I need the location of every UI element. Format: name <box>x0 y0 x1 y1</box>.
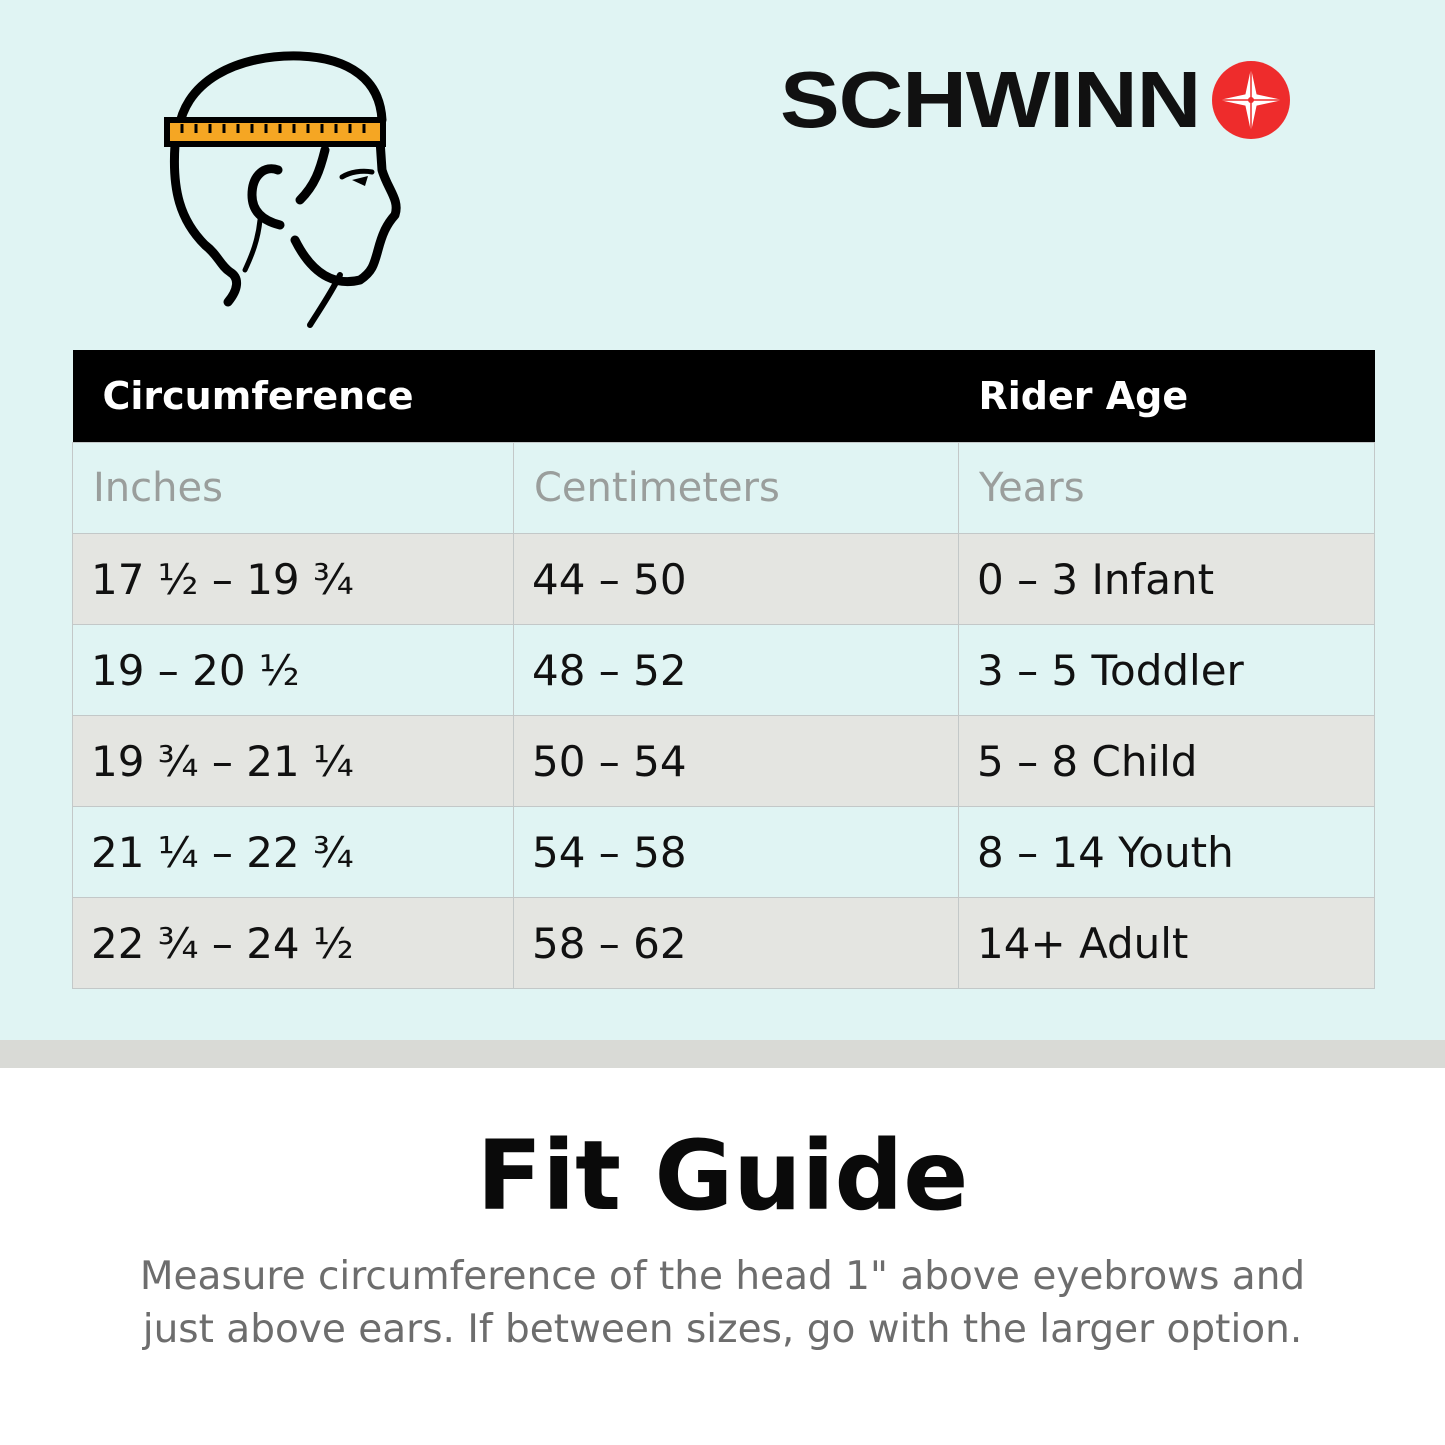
table-subheader: Inches Centimeters Years <box>72 442 1375 534</box>
table-row: 21 ¼ – 22 ¾ 54 – 58 8 – 14 Youth <box>72 806 1375 898</box>
description-line: Measure circumference of the head 1" abo… <box>139 1254 1306 1299</box>
subheader-years: Years <box>958 442 1375 534</box>
head-measuring-tape-icon <box>164 51 401 328</box>
cell-age: 0 – 3 Infant <box>958 533 1375 625</box>
fit-guide-description: Measure circumference of the head 1" abo… <box>0 1250 1445 1356</box>
description-line: just above ears. If between sizes, go wi… <box>142 1307 1303 1352</box>
header-rider-age: Rider Age <box>958 350 1375 443</box>
cell-centimeters: 48 – 52 <box>513 624 959 716</box>
cell-age: 14+ Adult <box>958 897 1375 989</box>
header-circumference: Circumference <box>72 350 959 443</box>
subheader-inches: Inches <box>72 442 514 534</box>
schwinn-logo: SCHWINN <box>780 55 1291 144</box>
table-row: 22 ¾ – 24 ½ 58 – 62 14+ Adult <box>72 897 1375 989</box>
fit-guide-title: Fit Guide <box>476 1120 969 1232</box>
table-row: 19 ¾ – 21 ¼ 50 – 54 5 – 8 Child <box>72 715 1375 807</box>
table-header: Circumference Rider Age <box>72 350 1375 443</box>
cell-inches: 22 ¾ – 24 ½ <box>72 897 514 989</box>
cell-inches: 17 ½ – 19 ¾ <box>72 533 514 625</box>
table-row: 19 – 20 ½ 48 – 52 3 – 5 Toddler <box>72 624 1375 716</box>
size-chart-table: Circumference Rider Age Inches Centimete… <box>72 350 1375 989</box>
divider-band <box>0 1040 1445 1068</box>
subheader-centimeters: Centimeters <box>513 442 959 534</box>
cell-age: 5 – 8 Child <box>958 715 1375 807</box>
cell-inches: 19 – 20 ½ <box>72 624 514 716</box>
cell-age: 8 – 14 Youth <box>958 806 1375 898</box>
brand-name: SCHWINN <box>780 55 1201 144</box>
cell-centimeters: 50 – 54 <box>513 715 959 807</box>
cell-centimeters: 44 – 50 <box>513 533 959 625</box>
cell-centimeters: 58 – 62 <box>513 897 959 989</box>
cell-age: 3 – 5 Toddler <box>958 624 1375 716</box>
table-row: 17 ½ – 19 ¾ 44 – 50 0 – 3 Infant <box>72 533 1375 625</box>
star-emblem-icon <box>1212 61 1291 139</box>
cell-inches: 21 ¼ – 22 ¾ <box>72 806 514 898</box>
cell-inches: 19 ¾ – 21 ¼ <box>72 715 514 807</box>
cell-centimeters: 54 – 58 <box>513 806 959 898</box>
